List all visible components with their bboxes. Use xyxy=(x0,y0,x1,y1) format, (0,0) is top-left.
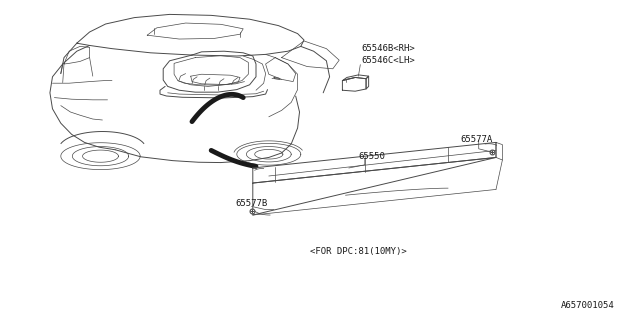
Text: 65577B: 65577B xyxy=(236,199,268,208)
Text: A657001054: A657001054 xyxy=(561,301,614,310)
Text: 65546C<LH>: 65546C<LH> xyxy=(362,56,415,65)
Text: 65546B<RH>: 65546B<RH> xyxy=(362,44,415,53)
Text: <FOR DPC:81(10MY)>: <FOR DPC:81(10MY)> xyxy=(310,247,407,256)
Text: 65550: 65550 xyxy=(358,152,385,161)
Text: 65577A: 65577A xyxy=(461,135,493,144)
